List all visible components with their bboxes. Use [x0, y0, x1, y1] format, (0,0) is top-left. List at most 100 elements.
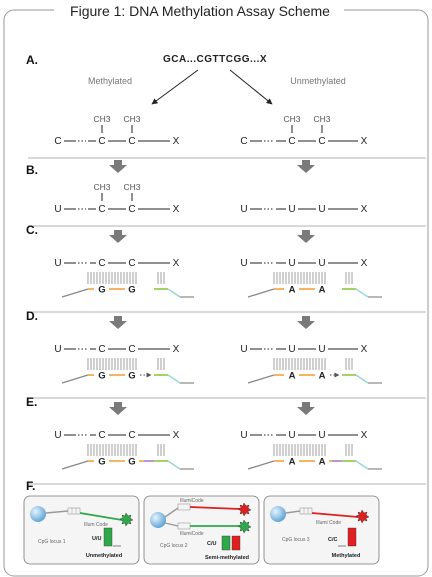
base-symbol: U [288, 344, 295, 355]
probe-base: A [289, 285, 296, 296]
base-symbol: C [128, 430, 135, 441]
step-label-d: D. [26, 309, 38, 323]
base-symbol: C [128, 258, 135, 269]
step-label-e: E. [26, 395, 37, 409]
base-symbol: X [173, 258, 180, 269]
base-symbol: U [240, 344, 247, 355]
step-row-c: C. U C C X G G U U U X A A [26, 223, 426, 313]
probe-base: G [128, 457, 135, 468]
base-symbol: X [361, 344, 368, 355]
base-symbol: U [240, 204, 247, 215]
base-symbol: C [128, 344, 135, 355]
base-symbol: X [361, 430, 368, 441]
ratio-label: C/C [328, 537, 338, 543]
probe-base: G [98, 285, 105, 296]
step-arrow-icon [109, 230, 127, 243]
step-row-d: D. U C C X G G U U U X A A [26, 309, 426, 399]
base-symbol: C [98, 430, 105, 441]
branch-arrow-methylated [151, 69, 199, 105]
step-arrow-icon [109, 402, 127, 415]
base-symbol: U [288, 204, 295, 215]
base-symbol: U [288, 430, 295, 441]
probe-base: G [98, 371, 105, 382]
base-symbol: U [54, 344, 61, 355]
base-symbol: U [240, 258, 247, 269]
bead-icon [30, 506, 46, 522]
probe-base: A [319, 457, 326, 468]
strand-c-methylated: U C C X G G [54, 258, 194, 298]
step-arrow-icon [297, 230, 315, 243]
base-symbol: U [54, 430, 61, 441]
status-label: Semi-methylated [205, 555, 249, 561]
base-symbol: U [288, 258, 295, 269]
step-arrow-icon [297, 316, 315, 329]
locus-label: CpG locus 2 [160, 543, 188, 549]
green-signal-icon [237, 519, 252, 534]
base-symbol: C [288, 136, 295, 147]
barcode-label: IllumiCode [180, 531, 204, 537]
step-label-a: A. [26, 53, 38, 67]
probe-base: A [319, 285, 326, 296]
base-symbol: U [54, 204, 61, 215]
probe-base: G [98, 457, 105, 468]
readout-panel-locus-2: IllumiCode IllumiCode CpG locus 2 C/U Se… [143, 495, 260, 565]
base-symbol: C [128, 204, 135, 215]
probe-base: A [319, 371, 326, 382]
methyl-label: CH3 [283, 114, 300, 124]
ratio-label: C/U [207, 541, 217, 547]
methylated-heading: Methylated [88, 76, 132, 86]
base-symbol: X [361, 204, 368, 215]
bead-icon [270, 506, 286, 522]
barcode-label: Illumi Code [316, 520, 341, 526]
probe-base: A [289, 457, 296, 468]
red-signal-icon [355, 509, 370, 524]
figure-frame [3, 9, 429, 577]
readout-panel-locus-3: Illumi Code CpG locus 3 C/C Methylated [263, 495, 380, 565]
base-symbol: U [318, 258, 325, 269]
step-row-e: E. U C C X G G U U U X A A [26, 395, 426, 485]
strand-d-unmethylated: U U U X A A [240, 344, 382, 384]
methyl-label: CH3 [123, 182, 140, 192]
step-arrow-icon [109, 160, 127, 173]
dna-sequence: GCA...CGTTCGG...X [163, 54, 267, 65]
figure-title: Figure 1: DNA Methylation Assay Scheme [70, 3, 330, 19]
ratio-label: U/U [92, 536, 102, 542]
base-symbol: C [54, 136, 61, 147]
probe-base: G [128, 285, 135, 296]
strand-b-methylated: CH3 CH3 U C C X [54, 182, 179, 215]
step-arrow-icon [109, 316, 127, 329]
status-label: Methylated [332, 553, 361, 559]
locus-label: CpG locus 3 [282, 537, 310, 543]
red-signal-icon [237, 502, 252, 517]
base-symbol: C [98, 344, 105, 355]
base-symbol: X [173, 204, 180, 215]
base-symbol: C [98, 258, 105, 269]
step-label-b: B. [26, 163, 38, 177]
locus-label: CpG locus 1 [38, 539, 66, 545]
methyl-label: CH3 [313, 114, 330, 124]
methyl-label: CH3 [123, 114, 140, 124]
base-symbol: C [318, 136, 325, 147]
methyl-label: CH3 [93, 182, 110, 192]
red-bar [231, 535, 241, 551]
strand-e-methylated: U C C X G G [54, 430, 194, 470]
step-arrow-icon [297, 402, 315, 415]
base-symbol: U [240, 430, 247, 441]
unmethylated-heading: Unmethylated [290, 76, 346, 86]
probe-base: A [289, 371, 296, 382]
red-bar [347, 527, 357, 547]
base-symbol: X [173, 136, 180, 147]
base-symbol: U [54, 258, 61, 269]
strand-a-unmethylated: CH3 CH3 C C C X [240, 114, 367, 147]
strand-b-unmethylated: U U U X [240, 204, 367, 215]
base-symbol: U [318, 344, 325, 355]
barcode-label: IllumiCode [180, 498, 204, 504]
base-symbol: C [240, 136, 247, 147]
status-label: Unmethylated [86, 553, 122, 559]
barcode-label: Illum Code [84, 522, 108, 528]
readout-panel-locus-1: Illum Code CpG locus 1 U/U Unmethylated [23, 495, 140, 565]
green-bar [221, 535, 231, 551]
strand-e-unmethylated: U U U X A A [240, 430, 382, 470]
strand-d-methylated: U C C X G G [54, 344, 194, 384]
